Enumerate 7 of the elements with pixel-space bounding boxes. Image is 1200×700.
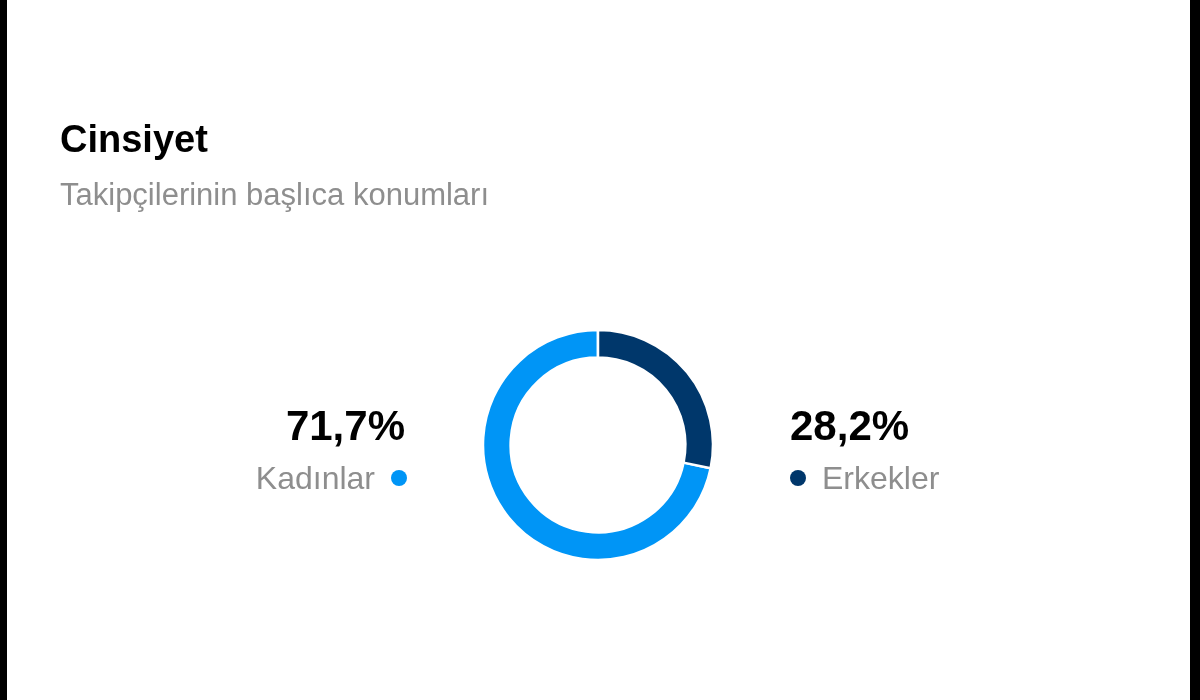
- data-label: 28,2%: [790, 402, 910, 449]
- slice-label: Kadınlar: [255, 460, 376, 496]
- donut-slice: [481, 328, 712, 562]
- legend-label: Erkekler: [822, 460, 940, 496]
- data-label: 71,7%: [285, 402, 405, 449]
- chart-title: Cinsiyet: [60, 118, 209, 160]
- chart-subtitle: Takipçilerinin başlıca konumları: [60, 177, 490, 212]
